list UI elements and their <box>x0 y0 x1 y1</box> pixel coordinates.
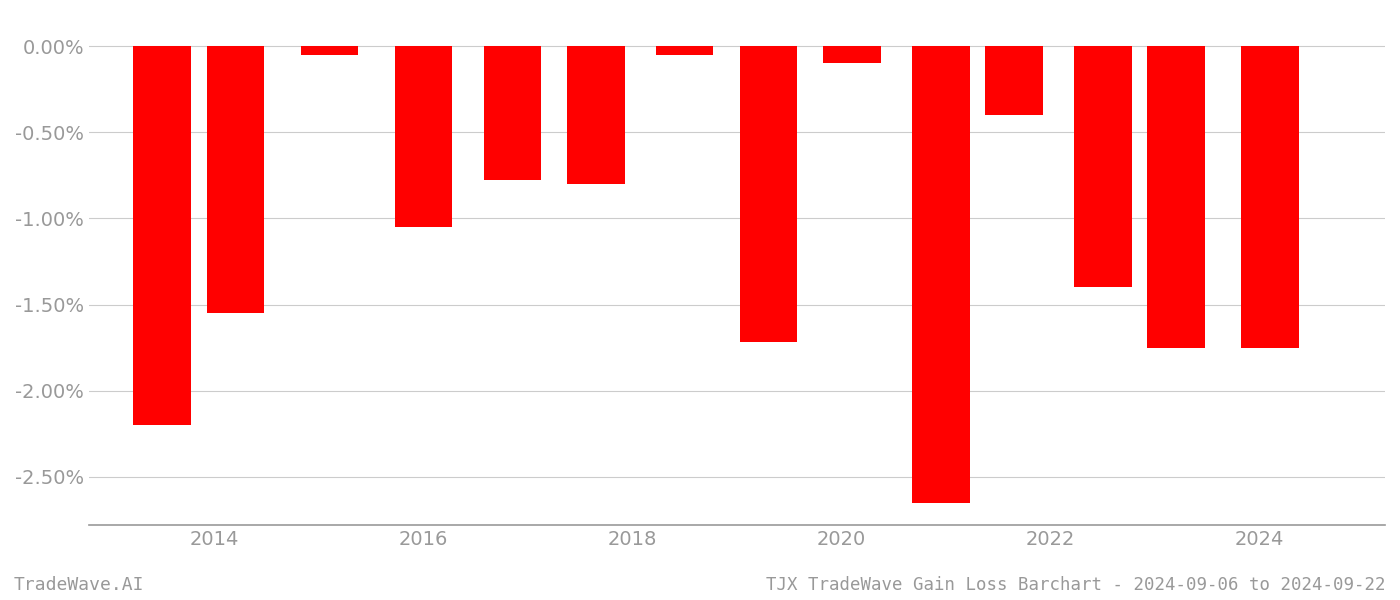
Bar <box>483 46 540 181</box>
Bar <box>739 46 797 343</box>
Bar <box>1074 46 1131 287</box>
Bar <box>133 46 190 425</box>
Text: TJX TradeWave Gain Loss Barchart - 2024-09-06 to 2024-09-22: TJX TradeWave Gain Loss Barchart - 2024-… <box>767 576 1386 594</box>
Bar <box>301 46 358 55</box>
Text: TradeWave.AI: TradeWave.AI <box>14 576 144 594</box>
Bar <box>567 46 624 184</box>
Bar <box>986 46 1043 115</box>
Bar <box>1147 46 1205 347</box>
Bar <box>395 46 452 227</box>
Bar <box>823 46 881 63</box>
Bar <box>911 46 970 503</box>
Bar <box>657 46 714 55</box>
Bar <box>1242 46 1299 347</box>
Bar <box>207 46 265 313</box>
